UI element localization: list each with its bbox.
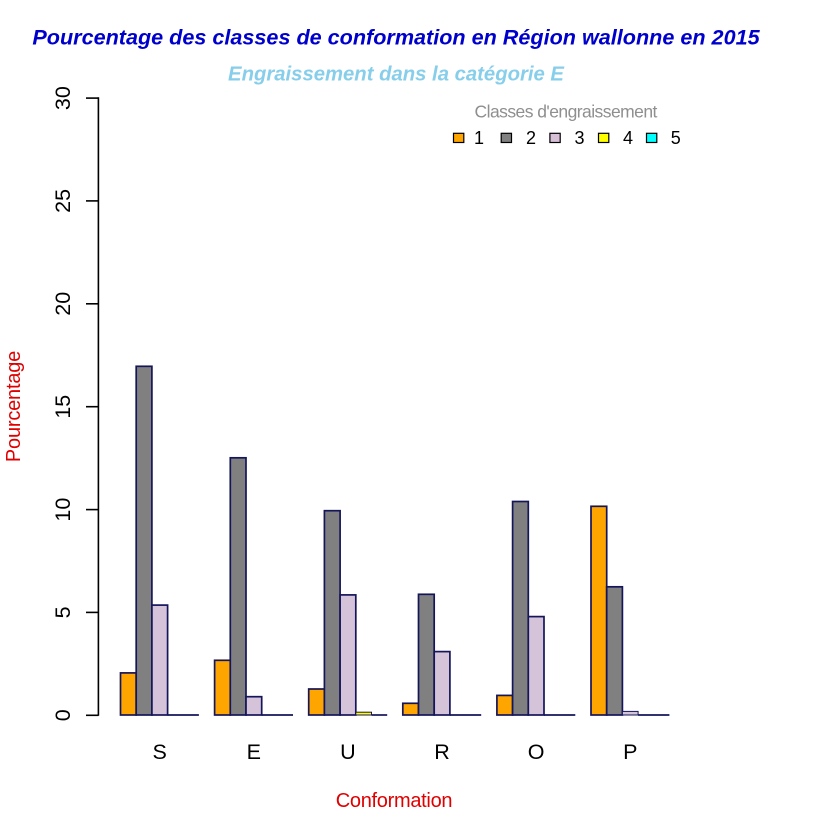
- svg-text:2: 2: [526, 128, 536, 148]
- svg-text:P: P: [623, 740, 637, 764]
- svg-text:S: S: [153, 740, 167, 764]
- svg-text:25: 25: [51, 189, 75, 213]
- svg-text:Conformation: Conformation: [336, 790, 452, 812]
- svg-text:30: 30: [51, 86, 75, 110]
- svg-text:3: 3: [574, 128, 584, 148]
- svg-text:5: 5: [51, 606, 75, 618]
- svg-text:10: 10: [51, 498, 75, 522]
- svg-text:Pourcentage des classes de con: Pourcentage des classes de conformation …: [32, 25, 760, 50]
- svg-text:5: 5: [671, 128, 681, 148]
- svg-text:15: 15: [51, 395, 75, 419]
- svg-text:Pourcentage: Pourcentage: [3, 351, 25, 462]
- svg-text:U: U: [340, 740, 356, 764]
- svg-text:1: 1: [474, 128, 484, 148]
- svg-text:4: 4: [623, 128, 633, 148]
- svg-text:E: E: [247, 740, 261, 764]
- svg-text:R: R: [434, 740, 450, 764]
- svg-text:0: 0: [51, 709, 75, 721]
- svg-text:20: 20: [51, 292, 75, 316]
- svg-text:O: O: [528, 740, 545, 764]
- svg-text:Engraissement dans la catégori: Engraissement dans la catégorie E: [228, 64, 565, 86]
- svg-text:Classes d'engraissement: Classes d'engraissement: [475, 101, 658, 121]
